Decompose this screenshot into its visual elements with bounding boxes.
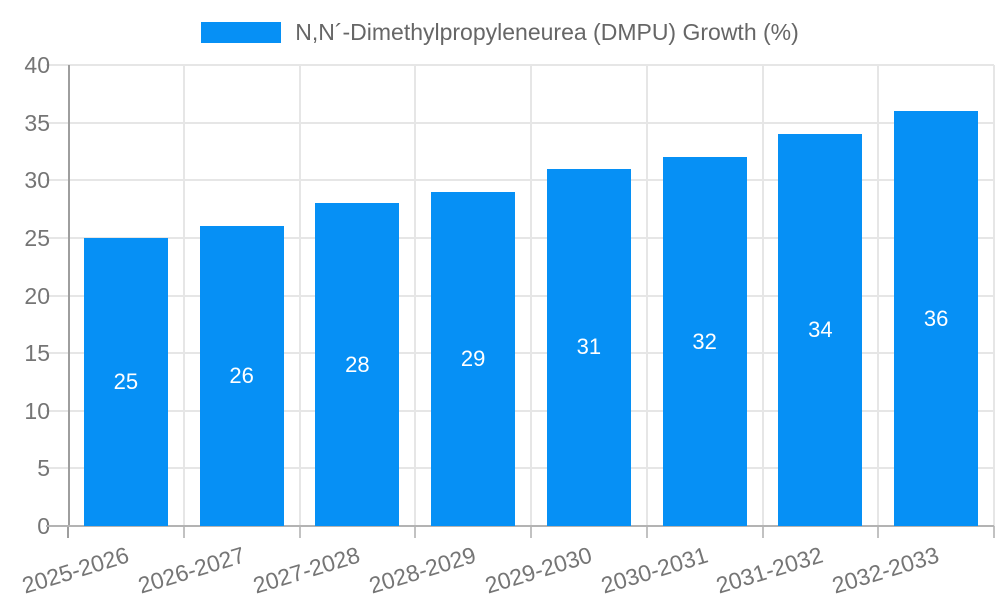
h-gridline: [46, 179, 994, 182]
y-axis-tick-label: 10: [24, 397, 50, 424]
y-axis-tick-label: 30: [24, 167, 50, 194]
v-gridline: [298, 65, 301, 526]
bar-value-label: 32: [692, 328, 717, 354]
h-gridline: [46, 467, 994, 470]
bar-value-label: 29: [460, 345, 486, 371]
y-axis-tick-label: 25: [24, 224, 50, 251]
legend-color-swatch: [201, 21, 282, 43]
h-gridline: [46, 64, 994, 66]
x-axis-tick: [877, 526, 880, 538]
h-gridline: [46, 294, 994, 297]
x-axis-line: [46, 525, 994, 527]
v-gridline: [530, 65, 532, 526]
x-axis-tick: [530, 526, 532, 538]
h-gridline: [46, 236, 994, 239]
bar: 34: [778, 134, 863, 526]
h-gridline: [46, 352, 994, 355]
y-axis-tick-label: 40: [24, 52, 50, 78]
x-axis-tick: [761, 526, 764, 538]
x-axis-tick: [645, 526, 648, 538]
h-gridline: [46, 409, 994, 412]
bar: 31: [546, 168, 631, 526]
bar-value-label: 25: [113, 368, 139, 394]
bar-value-label: 36: [923, 305, 949, 331]
bar: 28: [315, 203, 400, 526]
bar: 26: [199, 226, 284, 526]
x-axis-tick: [414, 526, 417, 538]
bar: 29: [431, 191, 516, 526]
x-axis-tick: [182, 526, 185, 538]
x-axis-tick: [67, 526, 69, 538]
v-gridline: [182, 65, 185, 526]
y-axis-tick-label: 35: [24, 109, 50, 136]
bar-value-label: 26: [229, 363, 254, 389]
y-axis-line: [68, 65, 70, 526]
y-axis-tick-label: 20: [24, 282, 50, 309]
x-axis-tick: [298, 526, 301, 538]
v-gridline: [645, 65, 648, 526]
x-axis-tick: [993, 526, 995, 538]
y-axis-tick-label: 5: [37, 455, 50, 482]
bar-value-label: 31: [576, 334, 602, 360]
v-gridline: [877, 65, 880, 526]
bar: 36: [894, 111, 979, 526]
chart-legend: N,N´-Dimethylpropyleneurea (DMPU) Growth…: [0, 18, 1000, 45]
bar: 32: [662, 157, 747, 526]
v-gridline: [761, 65, 764, 526]
v-gridline: [993, 65, 995, 526]
bar-value-label: 34: [808, 317, 833, 343]
legend-series-label: N,N´-Dimethylpropyleneurea (DMPU) Growth…: [295, 18, 799, 45]
y-axis-tick-label: 15: [24, 340, 50, 367]
bar: 25: [83, 237, 168, 526]
bar-value-label: 28: [345, 351, 370, 377]
y-axis-tick-label: 0: [37, 513, 50, 539]
v-gridline: [414, 65, 417, 526]
h-gridline: [46, 121, 994, 124]
